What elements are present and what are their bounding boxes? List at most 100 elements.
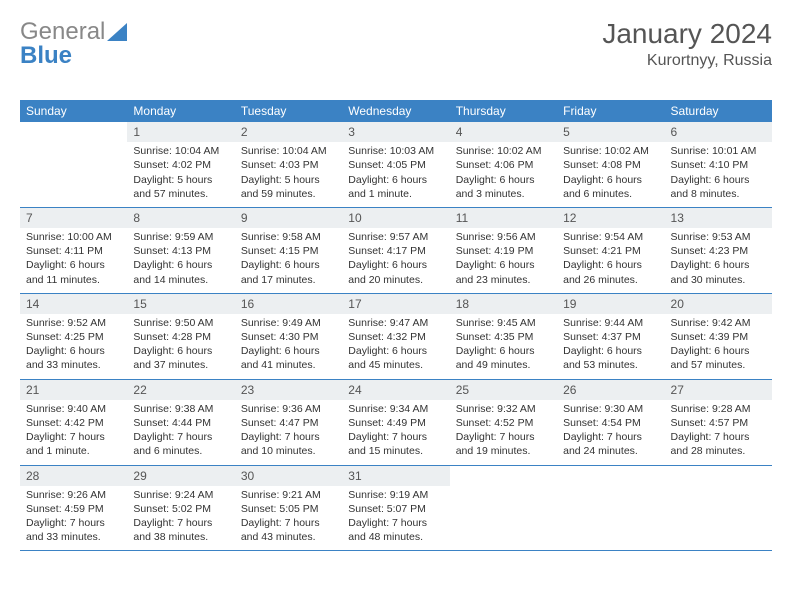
sunset-text: Sunset: 5:05 PM [241,502,336,516]
day-number: 18 [450,294,557,314]
sunset-text: Sunset: 4:08 PM [563,158,658,172]
sunrise-text: Sunrise: 9:32 AM [456,402,551,416]
sunrise-text: Sunrise: 9:38 AM [133,402,228,416]
calendar-day: 8Sunrise: 9:59 AMSunset: 4:13 PMDaylight… [127,208,234,293]
calendar-header-row: Sunday Monday Tuesday Wednesday Thursday… [20,100,772,122]
day-number: 28 [20,466,127,486]
sunset-text: Sunset: 4:10 PM [671,158,766,172]
day-number: 30 [235,466,342,486]
sunrise-text: Sunrise: 10:02 AM [456,144,551,158]
daylight-text: Daylight: 7 hours and 24 minutes. [563,430,658,458]
day-info: Sunrise: 9:47 AMSunset: 4:32 PMDaylight:… [342,314,449,379]
sunrise-text: Sunrise: 10:04 AM [241,144,336,158]
sunset-text: Sunset: 4:23 PM [671,244,766,258]
day-number: 29 [127,466,234,486]
sunrise-text: Sunrise: 9:54 AM [563,230,658,244]
day-info: Sunrise: 9:30 AMSunset: 4:54 PMDaylight:… [557,400,664,465]
sunset-text: Sunset: 4:52 PM [456,416,551,430]
calendar-week: 1Sunrise: 10:04 AMSunset: 4:02 PMDayligh… [20,122,772,208]
day-info: Sunrise: 10:02 AMSunset: 4:06 PMDaylight… [450,142,557,207]
day-number: 27 [665,380,772,400]
calendar-day: 24Sunrise: 9:34 AMSunset: 4:49 PMDayligh… [342,380,449,465]
sunset-text: Sunset: 4:49 PM [348,416,443,430]
day-number: 5 [557,122,664,142]
day-header-thursday: Thursday [450,100,557,122]
sunset-text: Sunset: 4:35 PM [456,330,551,344]
day-info: Sunrise: 9:54 AMSunset: 4:21 PMDaylight:… [557,228,664,293]
calendar-day: 9Sunrise: 9:58 AMSunset: 4:15 PMDaylight… [235,208,342,293]
daylight-text: Daylight: 6 hours and 37 minutes. [133,344,228,372]
daylight-text: Daylight: 6 hours and 17 minutes. [241,258,336,286]
calendar-day: 2Sunrise: 10:04 AMSunset: 4:03 PMDayligh… [235,122,342,207]
day-number: 17 [342,294,449,314]
daylight-text: Daylight: 6 hours and 23 minutes. [456,258,551,286]
day-info: Sunrise: 9:32 AMSunset: 4:52 PMDaylight:… [450,400,557,465]
day-number [20,122,127,142]
month-title: January 2024 [602,18,772,50]
calendar-day: 15Sunrise: 9:50 AMSunset: 4:28 PMDayligh… [127,294,234,379]
daylight-text: Daylight: 5 hours and 57 minutes. [133,173,228,201]
sunrise-text: Sunrise: 9:21 AM [241,488,336,502]
daylight-text: Daylight: 6 hours and 26 minutes. [563,258,658,286]
daylight-text: Daylight: 6 hours and 20 minutes. [348,258,443,286]
sunrise-text: Sunrise: 9:52 AM [26,316,121,330]
sunrise-text: Sunrise: 9:57 AM [348,230,443,244]
day-info: Sunrise: 9:59 AMSunset: 4:13 PMDaylight:… [127,228,234,293]
calendar-day: 31Sunrise: 9:19 AMSunset: 5:07 PMDayligh… [342,466,449,551]
calendar-day: 25Sunrise: 9:32 AMSunset: 4:52 PMDayligh… [450,380,557,465]
sunrise-text: Sunrise: 9:30 AM [563,402,658,416]
calendar-day: 7Sunrise: 10:00 AMSunset: 4:11 PMDayligh… [20,208,127,293]
daylight-text: Daylight: 7 hours and 15 minutes. [348,430,443,458]
day-number [450,466,557,486]
sunrise-text: Sunrise: 10:03 AM [348,144,443,158]
sunrise-text: Sunrise: 10:00 AM [26,230,121,244]
day-info: Sunrise: 10:02 AMSunset: 4:08 PMDaylight… [557,142,664,207]
day-number: 26 [557,380,664,400]
day-number: 4 [450,122,557,142]
day-info: Sunrise: 9:19 AMSunset: 5:07 PMDaylight:… [342,486,449,551]
sunset-text: Sunset: 4:42 PM [26,416,121,430]
sunset-text: Sunset: 4:17 PM [348,244,443,258]
day-info: Sunrise: 10:00 AMSunset: 4:11 PMDaylight… [20,228,127,293]
day-number: 15 [127,294,234,314]
day-info: Sunrise: 9:34 AMSunset: 4:49 PMDaylight:… [342,400,449,465]
day-info: Sunrise: 9:21 AMSunset: 5:05 PMDaylight:… [235,486,342,551]
daylight-text: Daylight: 6 hours and 3 minutes. [456,173,551,201]
calendar-week: 21Sunrise: 9:40 AMSunset: 4:42 PMDayligh… [20,380,772,466]
daylight-text: Daylight: 7 hours and 28 minutes. [671,430,766,458]
day-header-sunday: Sunday [20,100,127,122]
sunset-text: Sunset: 4:54 PM [563,416,658,430]
daylight-text: Daylight: 7 hours and 43 minutes. [241,516,336,544]
calendar-day: 12Sunrise: 9:54 AMSunset: 4:21 PMDayligh… [557,208,664,293]
day-info: Sunrise: 10:01 AMSunset: 4:10 PMDaylight… [665,142,772,207]
day-number: 24 [342,380,449,400]
daylight-text: Daylight: 7 hours and 1 minute. [26,430,121,458]
day-info: Sunrise: 9:28 AMSunset: 4:57 PMDaylight:… [665,400,772,465]
day-number: 25 [450,380,557,400]
sunset-text: Sunset: 4:47 PM [241,416,336,430]
calendar-day: 20Sunrise: 9:42 AMSunset: 4:39 PMDayligh… [665,294,772,379]
calendar-day: 27Sunrise: 9:28 AMSunset: 4:57 PMDayligh… [665,380,772,465]
calendar-day: 6Sunrise: 10:01 AMSunset: 4:10 PMDayligh… [665,122,772,207]
calendar-day: 10Sunrise: 9:57 AMSunset: 4:17 PMDayligh… [342,208,449,293]
sunrise-text: Sunrise: 9:28 AM [671,402,766,416]
title-block: January 2024 Kurortnyy, Russia [602,18,772,70]
sunrise-text: Sunrise: 10:01 AM [671,144,766,158]
sunset-text: Sunset: 4:19 PM [456,244,551,258]
location: Kurortnyy, Russia [602,52,772,70]
sunset-text: Sunset: 4:15 PM [241,244,336,258]
calendar-day: 3Sunrise: 10:03 AMSunset: 4:05 PMDayligh… [342,122,449,207]
calendar-day: 19Sunrise: 9:44 AMSunset: 4:37 PMDayligh… [557,294,664,379]
daylight-text: Daylight: 7 hours and 19 minutes. [456,430,551,458]
day-number: 21 [20,380,127,400]
day-number: 3 [342,122,449,142]
day-info: Sunrise: 9:24 AMSunset: 5:02 PMDaylight:… [127,486,234,551]
sunrise-text: Sunrise: 9:50 AM [133,316,228,330]
calendar-day [665,466,772,551]
day-info: Sunrise: 9:56 AMSunset: 4:19 PMDaylight:… [450,228,557,293]
day-number: 6 [665,122,772,142]
calendar-week: 14Sunrise: 9:52 AMSunset: 4:25 PMDayligh… [20,294,772,380]
calendar-week: 7Sunrise: 10:00 AMSunset: 4:11 PMDayligh… [20,208,772,294]
calendar-day [20,122,127,207]
sunset-text: Sunset: 4:44 PM [133,416,228,430]
